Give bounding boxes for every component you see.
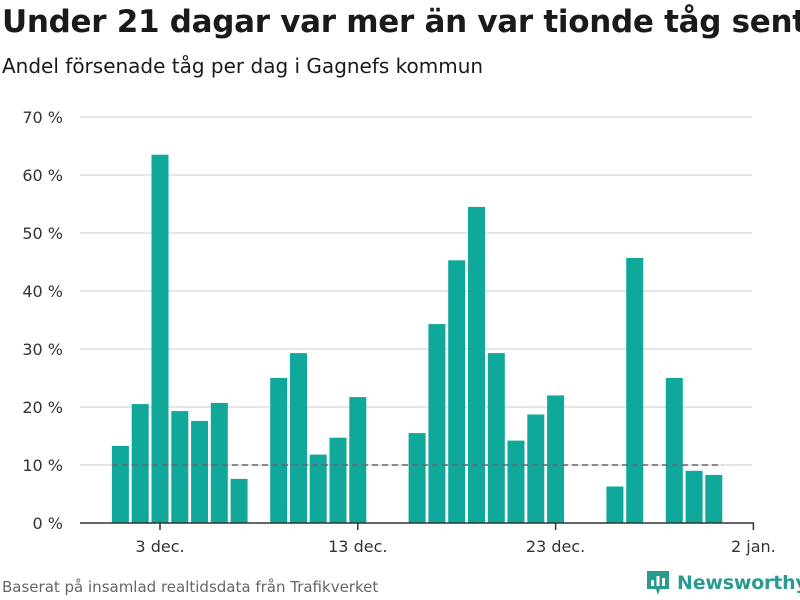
bar[interactable] — [230, 478, 248, 523]
y-tick-label: 30 % — [22, 340, 63, 359]
x-tick-label: 13 dec. — [328, 537, 387, 556]
x-axis: 3 dec. 13 dec. 23 dec. 2 jan. — [80, 522, 776, 556]
bar[interactable] — [131, 404, 149, 523]
x-tick-label: 23 dec. — [526, 537, 585, 556]
bar[interactable] — [507, 440, 525, 523]
y-tick-label: 20 % — [22, 398, 63, 417]
chart-subtitle: Andel försenade tåg per dag i Gagnefs ko… — [2, 54, 484, 78]
newsworthy-logo-icon — [647, 571, 669, 595]
bar[interactable] — [329, 437, 347, 523]
bar[interactable] — [111, 445, 129, 523]
bar[interactable] — [547, 395, 565, 523]
bar[interactable] — [448, 260, 466, 523]
bar[interactable] — [349, 397, 367, 523]
y-tick-label: 40 % — [22, 282, 63, 301]
y-tick-label: 60 % — [22, 166, 63, 185]
bar[interactable] — [428, 324, 446, 523]
bar[interactable] — [171, 411, 189, 523]
brand-name: Newsworthy — [677, 572, 800, 594]
source-note: Baserat på insamlad realtidsdata från Tr… — [2, 578, 379, 596]
bar[interactable] — [606, 486, 624, 524]
bar[interactable] — [685, 470, 703, 523]
bar[interactable] — [270, 378, 288, 523]
bar[interactable] — [191, 420, 209, 523]
bar[interactable] — [705, 474, 723, 523]
y-tick-label: 0 % — [33, 514, 63, 533]
y-axis-labels: 0 % 10 % 20 % 30 % 40 % 50 % 60 % 70 % — [22, 108, 63, 533]
y-tick-label: 70 % — [22, 108, 63, 127]
y-tick-label: 10 % — [22, 456, 63, 475]
y-tick-label: 50 % — [22, 224, 63, 243]
bar[interactable] — [408, 433, 426, 523]
bar[interactable] — [290, 353, 307, 523]
bars — [111, 154, 723, 524]
bar[interactable] — [309, 454, 327, 523]
bar[interactable] — [468, 206, 485, 523]
x-tick-label: 2 jan. — [731, 537, 776, 556]
bar[interactable] — [487, 353, 505, 523]
bar[interactable] — [665, 378, 683, 523]
bar[interactable] — [151, 154, 169, 523]
bar[interactable] — [210, 402, 228, 523]
x-tick-label: 3 dec. — [135, 537, 184, 556]
brand-logo[interactable]: Newsworthy — [645, 569, 800, 597]
chart-title: Under 21 dagar var mer än var tionde tåg… — [2, 4, 800, 40]
bar[interactable] — [626, 257, 644, 523]
bar[interactable] — [527, 414, 545, 524]
